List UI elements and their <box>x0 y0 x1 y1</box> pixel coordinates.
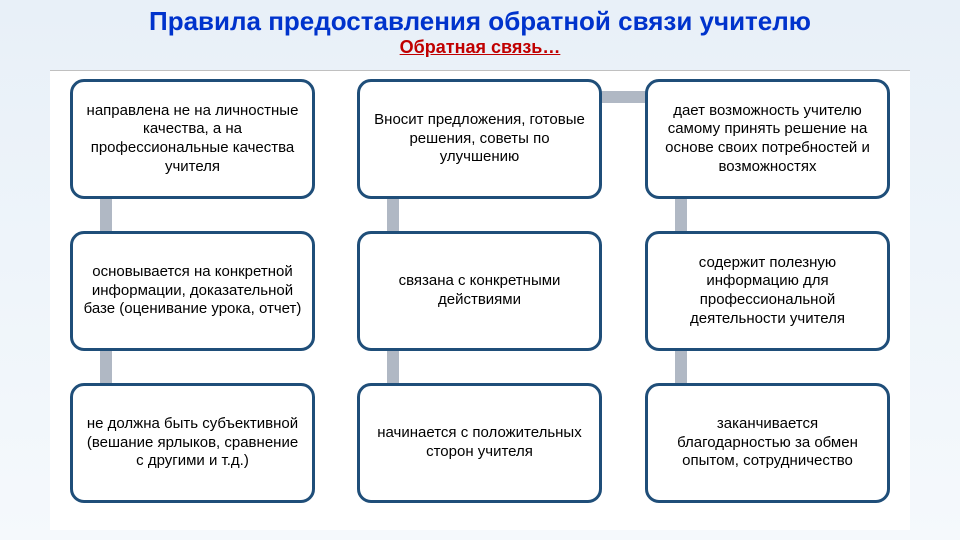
node-9: заканчивается благодарностью за обмен оп… <box>645 383 890 503</box>
node-7-text: дает возможность учителю самому принять … <box>658 102 877 177</box>
page-subtitle: Обратная связь… <box>0 37 960 60</box>
node-1: направлена не на личностные качества, а … <box>70 79 315 199</box>
node-6: начинается с положительных сторон учител… <box>357 383 602 503</box>
node-8-text: содержит полезную информацию для професс… <box>658 254 877 329</box>
node-4: Вносит предложения, готовые решения, сов… <box>357 79 602 199</box>
page-title: Правила предоставления обратной связи уч… <box>0 0 960 37</box>
node-4-text: Вносит предложения, готовые решения, сов… <box>370 111 589 167</box>
node-2: основывается на конкретной информации, д… <box>70 231 315 351</box>
node-9-text: заканчивается благодарностью за обмен оп… <box>658 415 877 471</box>
node-1-text: направлена не на личностные качества, а … <box>83 102 302 177</box>
diagram-canvas: направлена не на личностные качества, а … <box>50 70 910 530</box>
node-8: содержит полезную информацию для професс… <box>645 231 890 351</box>
node-7: дает возможность учителю самому принять … <box>645 79 890 199</box>
node-3-text: не должна быть субъективной (вешание ярл… <box>83 415 302 471</box>
node-3: не должна быть субъективной (вешание ярл… <box>70 383 315 503</box>
node-5-text: связана с конкретными действиями <box>370 272 589 310</box>
node-6-text: начинается с положительных сторон учител… <box>370 424 589 462</box>
node-2-text: основывается на конкретной информации, д… <box>83 263 302 319</box>
node-5: связана с конкретными действиями <box>357 231 602 351</box>
